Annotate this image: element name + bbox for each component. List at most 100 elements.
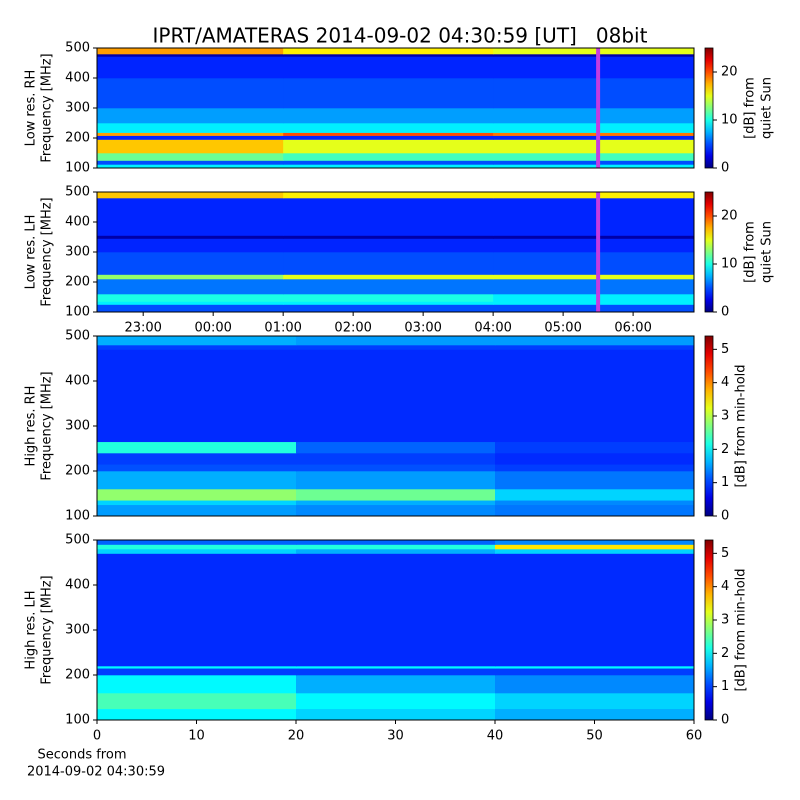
heatmap-cell — [493, 54, 695, 57]
colorbar-label: quiet Sun — [760, 77, 775, 139]
colorbar-tick-label: 4 — [721, 375, 729, 390]
heatmap-cell — [97, 294, 284, 302]
heatmap-cell — [296, 349, 496, 443]
heatmap-cell — [97, 693, 297, 710]
colorbar-tick-label: 2 — [721, 646, 729, 661]
x-tick-label: 23:00 — [124, 321, 161, 336]
heatmap-cell — [97, 708, 297, 721]
heatmap-cell — [493, 252, 695, 275]
heatmap-cell — [493, 279, 695, 295]
heatmap-cell — [97, 238, 284, 253]
heatmap-cell — [493, 238, 695, 253]
heatmap-cell — [493, 153, 695, 161]
heatmap-cell — [296, 666, 496, 669]
x-tick-label: 01:00 — [264, 321, 301, 336]
y-tick-label: 500 — [65, 329, 90, 344]
heatmap-cell — [97, 349, 297, 443]
heatmap-cell — [97, 164, 284, 169]
heatmap-cell — [283, 139, 494, 154]
heatmap-cell — [296, 441, 496, 454]
heatmap-cell — [283, 56, 494, 79]
heatmap-cell — [97, 123, 284, 133]
colorbar-tick-label: 0 — [721, 161, 729, 176]
heatmap-cell — [97, 464, 297, 472]
y-tick-label: 100 — [65, 305, 90, 320]
heatmap-cell — [296, 553, 496, 667]
x-tick-label: 60 — [686, 729, 703, 744]
heatmap-cell — [493, 135, 695, 140]
colorbar-tick-label: 0 — [721, 305, 729, 320]
heatmap-cell — [283, 132, 494, 136]
heatmap-cell — [283, 274, 494, 280]
y-axis-label: Low res. RH — [24, 70, 39, 147]
heatmap-cell — [97, 56, 284, 79]
y-axis-label: Frequency [MHz] — [40, 371, 55, 480]
colorbar — [704, 539, 714, 721]
heatmap-cell — [97, 235, 284, 239]
heatmap-cell — [296, 464, 496, 472]
colorbar-tick-label: 10 — [721, 257, 738, 272]
heatmap-cell — [97, 471, 297, 490]
heatmap-cell — [495, 708, 695, 721]
heatmap-cell — [97, 54, 284, 57]
heatmap-cell — [495, 549, 695, 554]
heatmap-cell — [97, 108, 284, 124]
heatmap-cell — [296, 693, 496, 710]
heatmap-cell — [283, 54, 494, 57]
x-tick-label: 06:00 — [614, 321, 651, 336]
heatmap-cell — [283, 160, 494, 165]
heatmap-cell — [493, 304, 695, 313]
heatmap-cell — [495, 504, 695, 517]
chart-title: IPRT/AMATERAS 2014-09-02 04:30:59 [UT] 0… — [153, 24, 648, 48]
colorbar-tick-label: 3 — [721, 613, 729, 628]
heatmap-cell — [493, 56, 695, 79]
heatmap-cell — [283, 304, 494, 313]
heatmap-cell — [495, 675, 695, 694]
colorbar — [704, 335, 714, 517]
heatmap-cell — [97, 139, 284, 154]
y-tick-label: 100 — [65, 713, 90, 728]
heatmap-cell — [283, 192, 494, 199]
heatmap-cell — [495, 666, 695, 669]
y-tick-label: 100 — [65, 509, 90, 524]
colorbar — [704, 191, 714, 313]
x-tick-label: 04:00 — [474, 321, 511, 336]
colorbar-tick-label: 0 — [721, 509, 729, 524]
colorbar-tick-label: 10 — [721, 113, 738, 128]
heatmap-cell — [493, 132, 695, 136]
heatmap-cell — [97, 345, 297, 350]
colorbar-tick-label: 2 — [721, 442, 729, 457]
heatmap-cell — [283, 252, 494, 275]
heatmap-cell — [283, 48, 494, 55]
y-tick-label: 200 — [65, 275, 90, 290]
heatmap-cell — [283, 135, 494, 140]
heatmap-cell — [283, 235, 494, 239]
heatmap-cell — [97, 500, 297, 506]
heatmap-cell — [296, 544, 496, 550]
y-axis-label: High res. RH — [24, 386, 39, 467]
heatmap-cell — [97, 544, 297, 550]
heatmap-cell — [493, 274, 695, 280]
heatmap-cell — [296, 336, 496, 346]
heatmap-cell — [97, 279, 284, 295]
y-tick-label: 100 — [65, 161, 90, 176]
heatmap-cell — [495, 471, 695, 490]
heatmap-cell — [97, 549, 297, 554]
heatmap-cell — [97, 489, 297, 501]
colorbar-tick-label: 3 — [721, 409, 729, 424]
y-tick-label: 200 — [65, 131, 90, 146]
x-tick-label: 03:00 — [404, 321, 441, 336]
heatmap-cell — [296, 708, 496, 721]
heatmap-cell — [296, 345, 496, 350]
y-tick-label: 200 — [65, 464, 90, 479]
heatmap-cell — [495, 441, 695, 454]
heatmap-cell — [296, 471, 496, 490]
y-tick-label: 300 — [65, 101, 90, 116]
heatmap-cell — [296, 540, 496, 545]
heatmap-cell — [493, 108, 695, 124]
x-tick-label: 02:00 — [334, 321, 371, 336]
heatmap-cell — [495, 553, 695, 667]
y-tick-label: 400 — [65, 215, 90, 230]
heatmap-cell — [495, 336, 695, 346]
